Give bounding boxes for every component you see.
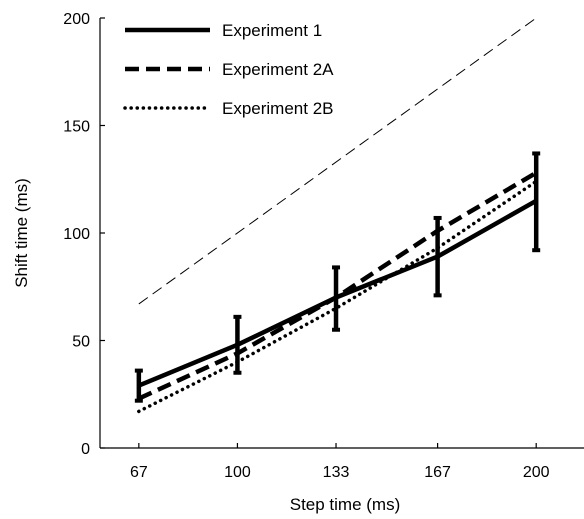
x-ticks: 67 100 133 167 200 <box>130 443 550 481</box>
y-tick-label: 50 <box>72 334 90 351</box>
legend-label: Experiment 1 <box>222 21 322 40</box>
legend-label: Experiment 2B <box>222 99 334 118</box>
legend: Experiment 1 Experiment 2A Experiment 2B <box>125 21 334 118</box>
x-tick-label: 100 <box>224 464 251 481</box>
axes <box>100 18 584 448</box>
y-tick-label: 100 <box>63 226 90 243</box>
x-axis-title: Step time (ms) <box>290 495 401 514</box>
series-group <box>135 153 540 411</box>
x-tick-label: 67 <box>130 464 148 481</box>
reference-line <box>139 18 536 304</box>
y-ticks: 0 50 100 150 200 <box>63 11 105 458</box>
legend-label: Experiment 2A <box>222 60 334 79</box>
x-tick-label: 167 <box>424 464 451 481</box>
x-tick-label: 200 <box>523 464 550 481</box>
y-axis-title: Shift time (ms) <box>12 178 31 288</box>
y-tick-label: 150 <box>63 119 90 136</box>
y-tick-label: 200 <box>63 11 90 28</box>
y-tick-label: 0 <box>81 441 90 458</box>
reference-line-group <box>139 18 536 304</box>
x-tick-label: 133 <box>323 464 350 481</box>
